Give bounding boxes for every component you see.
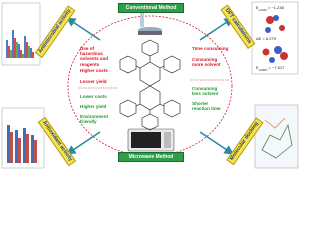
energy-label: ΔE = 6.279 [256, 36, 276, 43]
point: Time consuming [192, 46, 229, 51]
energy-label: ELUMO = −1.238 [256, 5, 284, 12]
point: Shorter reaction time [192, 101, 221, 112]
antioxidant-chart [1, 107, 45, 169]
energy-symbol: E [256, 5, 259, 10]
energy-value: = −1.238 [267, 5, 284, 10]
reflux-apparatus [138, 13, 162, 35]
docking-image [254, 104, 299, 169]
diagram-shapes [1, 1, 299, 169]
microwave-oven [127, 128, 175, 152]
energy-subscript: HOMO [258, 67, 268, 72]
point: Higher costs [80, 68, 108, 73]
arrows [66, 17, 234, 155]
point: Use of hazardous solvents and reagents [80, 46, 109, 67]
point: Consuming less solvent [192, 86, 219, 97]
energy-label: EHOMO = −7.517 [256, 65, 284, 72]
energy-symbol: E [256, 65, 259, 70]
point: Lower costs [80, 94, 107, 99]
microwave-method: Microwave Method [118, 152, 184, 162]
graphical-abstract: Conventional Method Microwave Method Ant… [1, 1, 299, 169]
point: Environment friendly [80, 114, 109, 125]
energy-subscript: LUMO [258, 7, 267, 12]
point: Consuming more solvent [192, 57, 221, 68]
antimicrobial-chart [1, 2, 41, 66]
orbital-image [251, 1, 299, 75]
molecule [119, 39, 181, 131]
energy-symbol: ΔE [256, 36, 262, 41]
point: Higher yield [80, 104, 107, 109]
point: Lesser yield [80, 79, 107, 84]
conventional-method: Conventional Method [118, 3, 184, 13]
energy-value: = −7.517 [268, 65, 285, 70]
energy-value: = 6.279 [262, 36, 276, 41]
